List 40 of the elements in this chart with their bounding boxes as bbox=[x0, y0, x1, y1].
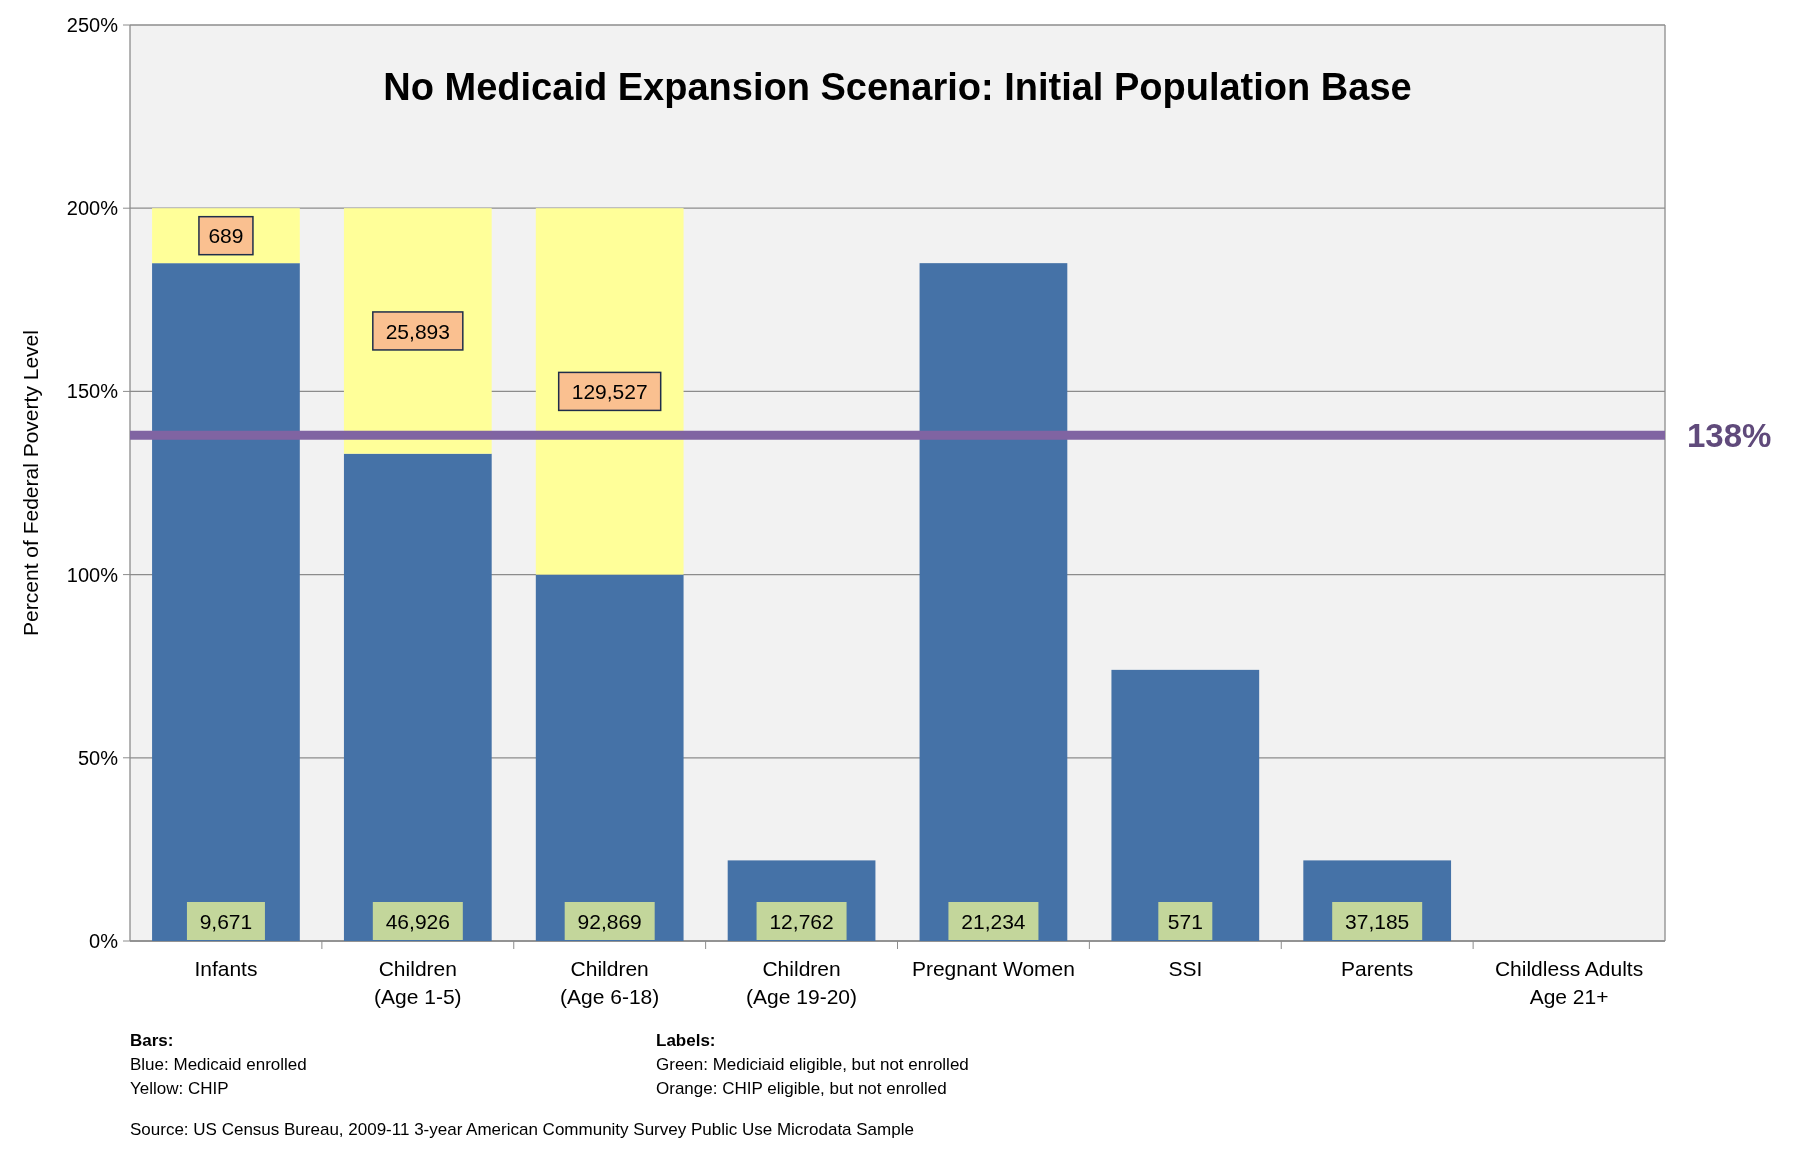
annotation: 12,762 bbox=[769, 909, 834, 933]
y-tick-label: 200% bbox=[66, 197, 119, 220]
annotation: 25,893 bbox=[385, 319, 450, 343]
x-tick-label: SSI bbox=[1168, 957, 1203, 980]
annotation: 9,671 bbox=[199, 909, 253, 933]
y-tick-label: 100% bbox=[66, 563, 119, 586]
annotation: 37,185 bbox=[1345, 909, 1410, 933]
x-tick-label: Childless Adults Age 21+ bbox=[1494, 957, 1644, 1008]
x-tick-label: Children (Age 19-20) bbox=[746, 957, 858, 1008]
annotation: 21,234 bbox=[961, 909, 1026, 933]
bar bbox=[152, 263, 300, 941]
x-tick-label: Infants bbox=[194, 957, 258, 980]
annotation: 689 bbox=[208, 224, 244, 248]
y-tick-label: 250% bbox=[66, 14, 119, 36]
text: Bars: bbox=[130, 1031, 174, 1050]
y-tick-label: 150% bbox=[66, 380, 119, 403]
annotation: 571 bbox=[1167, 909, 1203, 933]
bar bbox=[343, 453, 492, 941]
annotation: 46,926 bbox=[385, 909, 450, 933]
y-tick-label: 50% bbox=[77, 746, 119, 769]
bar bbox=[919, 263, 1068, 941]
ref-line-label: 138% bbox=[1687, 416, 1772, 454]
bar bbox=[1111, 669, 1260, 941]
text: No Medicaid Expansion Scenario: Initial Population Base bbox=[383, 66, 1412, 108]
x-tick-label: Children (Age 1-5) bbox=[374, 957, 462, 1008]
text: Blue: Medicaid enrolled bbox=[130, 1055, 307, 1074]
text: Green: Mediciaid eligible, but not enrolled bbox=[656, 1055, 969, 1074]
bar bbox=[535, 208, 684, 575]
text: Labels: bbox=[656, 1031, 716, 1050]
annotation: 129,527 bbox=[571, 379, 648, 403]
x-tick-label: Pregnant Women bbox=[911, 957, 1075, 980]
x-tick-label: Parents bbox=[1341, 957, 1414, 980]
text: Yellow: CHIP bbox=[130, 1079, 229, 1098]
annotation: 92,869 bbox=[577, 909, 642, 933]
bar bbox=[535, 574, 684, 941]
source-note: Source: US Census Bureau, 2009-11 3-year American Community Survey Public Use Microdata Sample bbox=[130, 1120, 914, 1139]
y-tick-label: 0% bbox=[89, 930, 119, 952]
y-axis-title: Percent of Federal Poverty Level bbox=[19, 330, 42, 636]
text: Orange: CHIP eligible, but not enrolled bbox=[656, 1079, 947, 1098]
x-tick-label: Children (Age 6-18) bbox=[560, 957, 660, 1008]
